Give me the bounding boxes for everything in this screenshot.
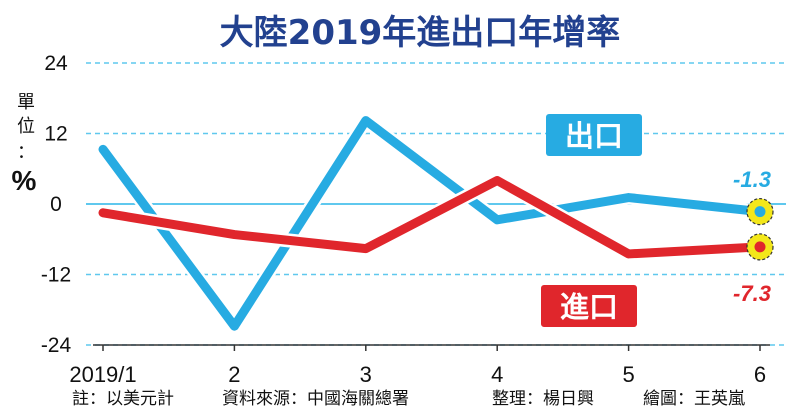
x-tick-label: 5 xyxy=(622,362,634,387)
x-tick-label: 3 xyxy=(360,362,372,387)
import-label-box: 進口 xyxy=(541,285,637,327)
footer-note: 註：以美元計 xyxy=(72,389,174,409)
import-line-end-point xyxy=(754,241,766,253)
import-end-value: -7.3 xyxy=(733,281,771,306)
x-tick-label: 6 xyxy=(754,362,766,387)
import-line xyxy=(98,176,765,259)
x-axis-ticks: 2019/1 2 3 4 5 6 xyxy=(69,344,770,387)
x-tick-label: 2019/1 xyxy=(69,362,136,387)
export-line-end-point xyxy=(754,206,766,218)
unit-char-3: ： xyxy=(17,142,35,163)
unit-symbol: % xyxy=(12,165,37,196)
import-label-bg xyxy=(541,285,637,327)
x-tick-label: 4 xyxy=(491,362,503,387)
footer-source: 資料來源：中國海關總署 xyxy=(222,389,409,409)
series-lines xyxy=(96,113,767,334)
unit-char-2: 位 xyxy=(17,116,35,137)
y-tick-label: 24 xyxy=(44,52,68,75)
footer-illustrator: 繪圖：王英嵐 xyxy=(643,389,745,409)
export-end-value: -1.3 xyxy=(733,167,771,192)
footer-compiler: 整理：楊日興 xyxy=(492,389,594,409)
y-tick-label: -24 xyxy=(41,334,72,357)
unit-label: 單 位 ： % xyxy=(12,92,37,196)
export-label-bg xyxy=(546,114,642,156)
import-series-label: 進口 xyxy=(560,290,618,324)
y-tick-label: -12 xyxy=(41,264,71,287)
export-label-box: 出口 xyxy=(546,114,642,156)
export-series-label: 出口 xyxy=(565,119,623,153)
y-tick-label: 12 xyxy=(44,123,67,146)
export-line xyxy=(98,116,765,331)
y-axis-ticks: 24 12 0 -12 -24 xyxy=(41,52,72,357)
y-tick-label: 0 xyxy=(50,193,62,216)
x-tick-label: 2 xyxy=(228,362,240,387)
end-markers xyxy=(746,198,774,261)
chart-title: 大陸2019年進出口年增率 xyxy=(220,13,621,53)
unit-char-1: 單 xyxy=(17,92,35,113)
